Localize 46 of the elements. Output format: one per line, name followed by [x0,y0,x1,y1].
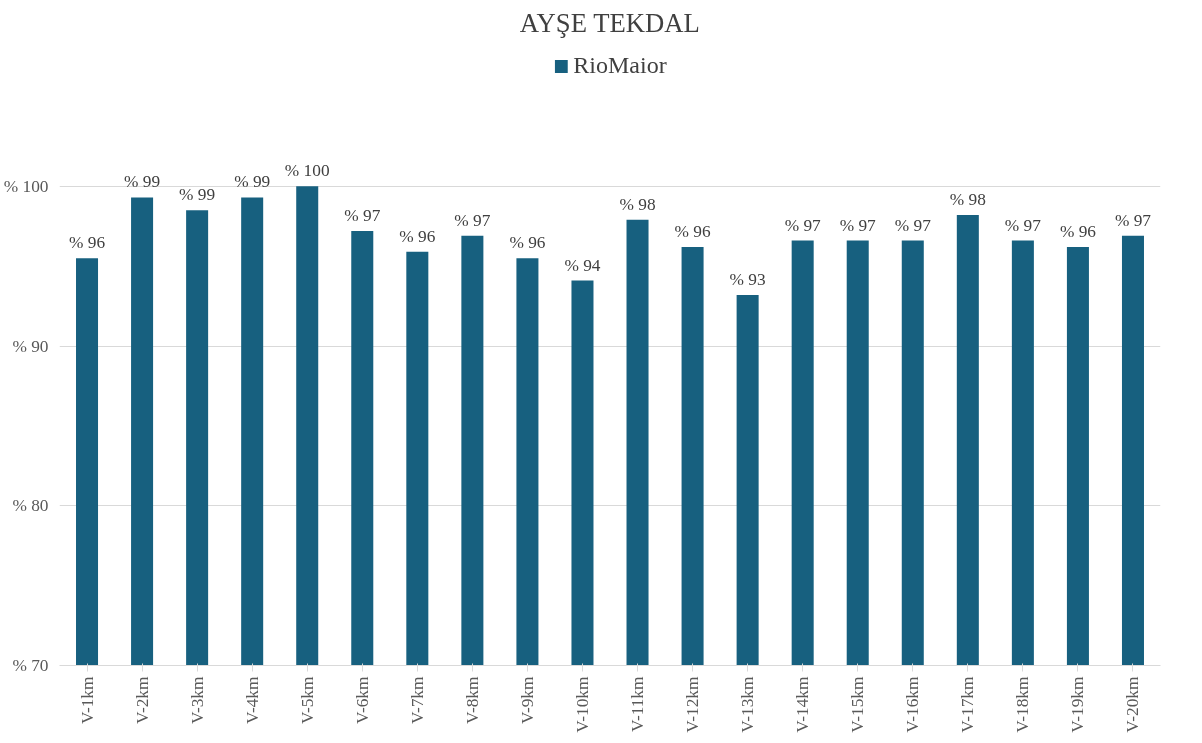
data-label: % 96 [399,226,436,246]
data-label: % 99 [124,172,161,192]
legend-label: RioMaior [573,52,667,79]
x-tick-label: V-1km [77,675,97,724]
x-tick-label: V-5km [297,675,317,724]
data-label: % 99 [179,185,216,205]
x-tick-label: V-2km [132,675,152,724]
data-label: % 96 [1059,221,1097,241]
data-label: % 96 [509,233,546,253]
x-tick-label: V-6km [352,675,372,724]
data-label: % 94 [564,255,601,275]
x-tick-label: V-15km [848,675,868,733]
data-label: % 97 [454,210,491,230]
x-tick-label: V-9km [517,675,537,724]
x-tick-label: V-10km [572,675,592,733]
x-tick-label: V-11km [628,675,648,733]
data-label: % 100 [284,161,330,181]
x-tick-label: V-20km [1123,675,1143,733]
data-label: % 96 [68,233,106,253]
x-tick-label: V-3km [187,675,207,724]
y-tick-label: % 80 [12,496,49,516]
data-label: % 96 [674,221,711,241]
data-label: % 97 [894,215,932,235]
y-tick-label: % 90 [12,336,49,356]
x-tick-label: V-12km [683,675,703,733]
x-tick-label: V-13km [738,675,758,733]
chart-title: AYŞE TEKDAL [519,7,700,38]
x-tick-label: V-14km [793,675,813,733]
x-tick-label: V-17km [958,675,978,733]
data-label: % 97 [1004,215,1042,235]
x-tick-label: V-19km [1068,675,1088,733]
x-tick-label: V-18km [1013,675,1033,733]
data-label: % 98 [619,194,656,214]
y-tick-label: % 70 [12,656,49,675]
x-tick-label: V-16km [903,675,923,733]
data-label: % 97 [784,215,822,235]
data-label: % 99 [234,172,271,192]
x-tick-label: V-8km [462,675,482,724]
data-label: % 93 [729,269,766,289]
data-label: % 97 [344,206,381,225]
x-tick-label: V-7km [407,675,427,724]
data-label: % 97 [1114,210,1152,230]
data-label: % 98 [949,190,986,210]
data-label: % 97 [839,215,877,235]
y-tick-label: % 100 [3,176,49,196]
x-tick-label: V-4km [242,675,262,724]
